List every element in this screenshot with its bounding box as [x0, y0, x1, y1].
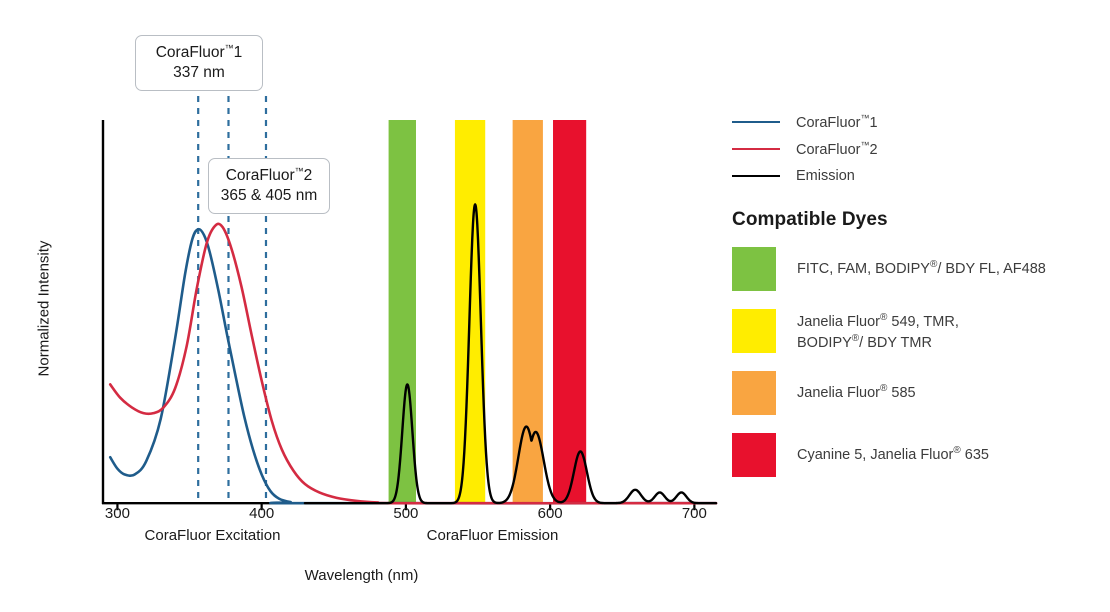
- trademark-icon: ™: [224, 43, 234, 53]
- registered-icon: ®: [851, 332, 860, 344]
- legend-line-swatch: [732, 147, 780, 150]
- callout-cf1-title: CoraFluor™1: [146, 43, 252, 63]
- dye-row: Janelia Fluor® 585: [732, 371, 1092, 415]
- curve-corafluor-2: [108, 222, 718, 505]
- callout-corafluor-2: CoraFluor™2 365 & 405 nm: [208, 158, 330, 214]
- curve-emission: [303, 203, 718, 505]
- dye-color-swatch: [732, 433, 776, 477]
- legend-series-name: CoraFluor: [796, 141, 861, 158]
- x-tick-label-300: 300: [104, 505, 130, 522]
- section-label-excitation: CoraFluor Excitation: [144, 527, 281, 544]
- registered-icon: ®: [929, 259, 938, 270]
- legend-row-2: Emission: [732, 162, 1092, 189]
- dye-color-swatch: [732, 247, 776, 291]
- legend-series-name: CoraFluor: [796, 114, 861, 131]
- section-label-emission: CoraFluor Emission: [426, 527, 559, 544]
- legend-panel: CoraFluor™1 CoraFluor™2 Emission Compatibl…: [732, 108, 1092, 495]
- dye-row: Janelia Fluor® 549, TMR, BODIPY®/ BDY TMR: [732, 309, 1092, 353]
- legend-line-swatch: [732, 174, 780, 177]
- legend-row-0: CoraFluor™1: [732, 108, 1092, 135]
- dye-label: Janelia Fluor® 585: [797, 371, 916, 403]
- x-tick-label-700: 700: [681, 505, 707, 522]
- x-tick-label-400: 400: [249, 505, 275, 522]
- registered-icon: ®: [880, 312, 888, 323]
- dye-label-line: FITC, FAM, BODIPY®/ BDY FL, AF488: [797, 259, 1046, 277]
- callout-cf2-title: CoraFluor™2: [219, 166, 319, 186]
- callout-cf2-name: CoraFluor: [225, 167, 295, 185]
- legend-series-index: 2: [869, 141, 878, 158]
- legend-line-label: Emission: [796, 168, 855, 184]
- registered-icon: ®: [880, 383, 888, 394]
- spectra-curve-group: [108, 203, 718, 505]
- dye-row: FITC, FAM, BODIPY®/ BDY FL, AF488: [732, 247, 1092, 291]
- dye-label-line: Cyanine 5, Janelia Fluor® 635: [797, 445, 989, 463]
- x-axis-label: Wavelength (nm): [304, 567, 419, 584]
- marker-line-group: [197, 96, 268, 504]
- compatible-dyes-title: Compatible Dyes: [732, 209, 888, 230]
- legend-series-index: 1: [869, 114, 878, 131]
- callout-cf2-index: 2: [303, 167, 313, 185]
- callout-cf1-name: CoraFluor: [155, 44, 225, 62]
- trademark-icon: ™: [860, 112, 870, 123]
- dye-label-line: Janelia Fluor® 585: [797, 383, 916, 401]
- callout-cf2-value: 365 & 405 nm: [220, 186, 318, 204]
- dye-label: Cyanine 5, Janelia Fluor® 635: [797, 433, 989, 465]
- dye-color-swatch: [732, 309, 776, 353]
- emission-band-group: [388, 120, 587, 504]
- y-axis-label: Normalized Intensity: [35, 240, 53, 377]
- trademark-icon: ™: [294, 166, 304, 176]
- legend-line-swatch: [732, 120, 780, 123]
- legend-line-label: CoraFluor™1: [796, 113, 878, 131]
- callout-cf1-index: 1: [233, 44, 243, 62]
- dye-color-swatch: [732, 371, 776, 415]
- legend-row-1: CoraFluor™2: [732, 135, 1092, 162]
- callout-cf1-value: 337 nm: [173, 63, 225, 81]
- curve-corafluor-1: [108, 227, 718, 505]
- x-tick-label-500: 500: [393, 505, 419, 522]
- x-tick-label-600: 600: [537, 505, 563, 522]
- registered-icon: ®: [953, 445, 961, 456]
- legend-series-name: Emission: [796, 167, 855, 184]
- dye-label: Janelia Fluor® 549, TMR, BODIPY®/ BDY TMR: [797, 309, 959, 353]
- compatible-dyes-list: FITC, FAM, BODIPY®/ BDY FL, AF488 Janelia…: [732, 247, 1092, 477]
- emission-band-orange: [512, 120, 543, 504]
- legend-series-list: CoraFluor™1 CoraFluor™2 Emission: [732, 108, 1092, 189]
- dye-label: FITC, FAM, BODIPY®/ BDY FL, AF488: [797, 247, 1046, 279]
- dye-label-line: Janelia Fluor® 549, TMR,: [797, 312, 959, 330]
- legend-line-label: CoraFluor™2: [796, 140, 878, 158]
- emission-band-red: [553, 120, 587, 504]
- callout-corafluor-1: CoraFluor™1 337 nm: [135, 35, 263, 91]
- dye-label-line: BODIPY®/ BDY TMR: [797, 332, 932, 351]
- trademark-icon: ™: [860, 139, 870, 150]
- dye-row: Cyanine 5, Janelia Fluor® 635: [732, 433, 1092, 477]
